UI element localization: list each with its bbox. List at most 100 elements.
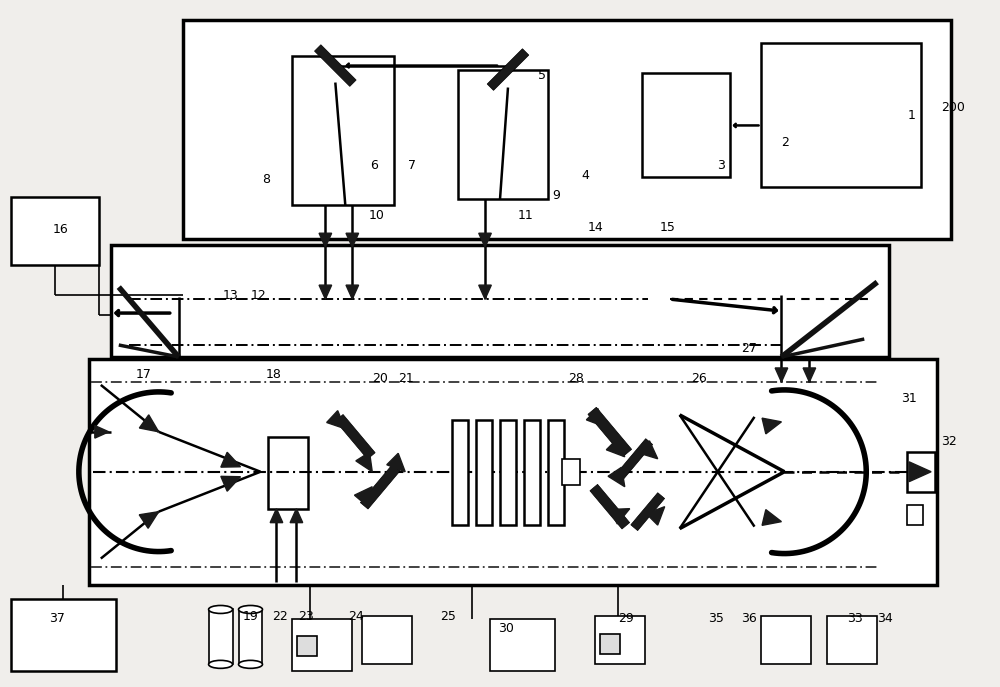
Polygon shape (617, 439, 653, 479)
Bar (562, 459, 580, 485)
Polygon shape (588, 407, 632, 456)
Polygon shape (803, 368, 816, 382)
Bar (11, 600, 116, 671)
Polygon shape (762, 510, 781, 526)
Text: 20: 20 (372, 372, 388, 385)
Polygon shape (346, 285, 359, 299)
Bar (907, 452, 935, 492)
Polygon shape (319, 285, 332, 299)
Text: 2: 2 (781, 136, 789, 149)
Text: 16: 16 (53, 223, 69, 236)
Text: 11: 11 (518, 209, 534, 222)
Polygon shape (139, 415, 159, 432)
Text: 31: 31 (901, 392, 917, 405)
Text: 200: 200 (941, 101, 965, 114)
Text: 13: 13 (223, 289, 238, 302)
Polygon shape (327, 411, 345, 429)
Polygon shape (290, 508, 303, 523)
Bar (458, 69, 548, 199)
Polygon shape (590, 484, 630, 529)
Bar (452, 420, 468, 525)
Polygon shape (631, 493, 665, 530)
Polygon shape (270, 508, 283, 523)
Bar (297, 636, 317, 656)
Text: 21: 21 (398, 372, 414, 385)
Text: 12: 12 (251, 289, 266, 302)
Polygon shape (360, 464, 400, 509)
Bar (827, 616, 877, 664)
Polygon shape (479, 233, 491, 247)
Text: 7: 7 (408, 159, 416, 172)
Polygon shape (387, 453, 405, 472)
Bar (11, 197, 99, 265)
Bar (89, 359, 937, 585)
Text: 27: 27 (742, 343, 757, 355)
Bar (490, 620, 555, 671)
Bar (907, 505, 923, 525)
Text: 28: 28 (568, 372, 584, 385)
Text: 32: 32 (941, 436, 957, 449)
Bar (600, 634, 620, 655)
Polygon shape (639, 441, 658, 459)
Bar (292, 620, 352, 671)
Polygon shape (479, 285, 491, 299)
Text: 6: 6 (370, 159, 378, 172)
Bar (292, 56, 394, 205)
Text: 9: 9 (552, 189, 560, 202)
Polygon shape (356, 452, 372, 472)
Text: 18: 18 (265, 368, 281, 381)
Bar (595, 616, 645, 664)
Text: 37: 37 (49, 612, 65, 625)
Polygon shape (221, 452, 241, 467)
Text: 10: 10 (368, 209, 384, 222)
Bar (548, 420, 564, 525)
Polygon shape (221, 476, 241, 491)
Bar (111, 245, 889, 357)
Text: 3: 3 (718, 159, 725, 172)
Bar (209, 609, 233, 664)
Bar (362, 616, 412, 664)
Text: 19: 19 (243, 610, 258, 623)
Polygon shape (354, 486, 372, 506)
Bar (476, 420, 492, 525)
Text: 36: 36 (742, 612, 757, 625)
Polygon shape (608, 467, 625, 486)
Text: 25: 25 (440, 610, 456, 623)
Polygon shape (487, 49, 529, 91)
Text: 1: 1 (907, 109, 915, 122)
Bar (183, 20, 951, 239)
Polygon shape (606, 438, 625, 457)
Bar (500, 420, 516, 525)
Bar (268, 437, 308, 508)
Polygon shape (335, 414, 375, 459)
Text: 24: 24 (348, 610, 364, 623)
Text: 17: 17 (136, 368, 152, 381)
Text: 34: 34 (877, 612, 893, 625)
Text: 14: 14 (588, 221, 604, 234)
Polygon shape (775, 368, 788, 382)
Text: 29: 29 (618, 612, 634, 625)
Text: 4: 4 (582, 169, 590, 182)
Ellipse shape (239, 605, 262, 613)
Polygon shape (95, 425, 109, 438)
Polygon shape (319, 233, 332, 247)
Text: 22: 22 (272, 610, 288, 623)
Bar (642, 73, 730, 177)
Polygon shape (139, 512, 159, 528)
Polygon shape (646, 507, 665, 525)
Bar (761, 43, 921, 188)
Polygon shape (346, 233, 359, 247)
Text: 30: 30 (498, 622, 514, 635)
Ellipse shape (209, 660, 233, 668)
Ellipse shape (239, 660, 262, 668)
Text: 23: 23 (298, 610, 314, 623)
Text: 35: 35 (708, 612, 723, 625)
Text: 8: 8 (262, 173, 270, 185)
Polygon shape (762, 418, 781, 434)
Text: 26: 26 (692, 372, 707, 385)
Polygon shape (610, 508, 630, 524)
Bar (239, 609, 262, 664)
Ellipse shape (209, 605, 233, 613)
Bar (524, 420, 540, 525)
Polygon shape (909, 462, 931, 482)
